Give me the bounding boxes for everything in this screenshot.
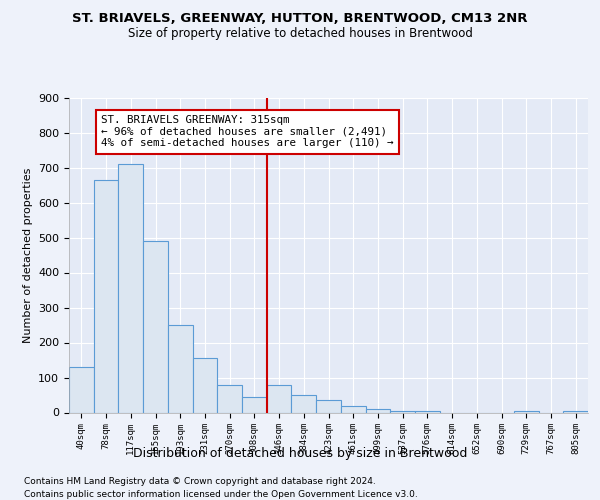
Bar: [143, 241, 168, 412]
Bar: [563, 411, 588, 412]
Bar: [242, 397, 267, 412]
Bar: [168, 325, 193, 412]
Bar: [390, 411, 415, 412]
Bar: [217, 384, 242, 412]
Bar: [292, 395, 316, 412]
Bar: [514, 411, 539, 412]
Text: Contains public sector information licensed under the Open Government Licence v3: Contains public sector information licen…: [24, 490, 418, 499]
Bar: [69, 367, 94, 412]
Bar: [365, 409, 390, 412]
Text: ST. BRIAVELS GREENWAY: 315sqm
← 96% of detached houses are smaller (2,491)
4% of: ST. BRIAVELS GREENWAY: 315sqm ← 96% of d…: [101, 115, 394, 148]
Text: ST. BRIAVELS, GREENWAY, HUTTON, BRENTWOOD, CM13 2NR: ST. BRIAVELS, GREENWAY, HUTTON, BRENTWOO…: [72, 12, 528, 26]
Text: Size of property relative to detached houses in Brentwood: Size of property relative to detached ho…: [128, 28, 472, 40]
Y-axis label: Number of detached properties: Number of detached properties: [23, 168, 32, 342]
Bar: [118, 164, 143, 412]
Bar: [193, 358, 217, 412]
Bar: [341, 406, 365, 412]
Text: Distribution of detached houses by size in Brentwood: Distribution of detached houses by size …: [133, 448, 467, 460]
Text: Contains HM Land Registry data © Crown copyright and database right 2024.: Contains HM Land Registry data © Crown c…: [24, 478, 376, 486]
Bar: [267, 384, 292, 412]
Bar: [316, 400, 341, 412]
Bar: [94, 180, 118, 412]
